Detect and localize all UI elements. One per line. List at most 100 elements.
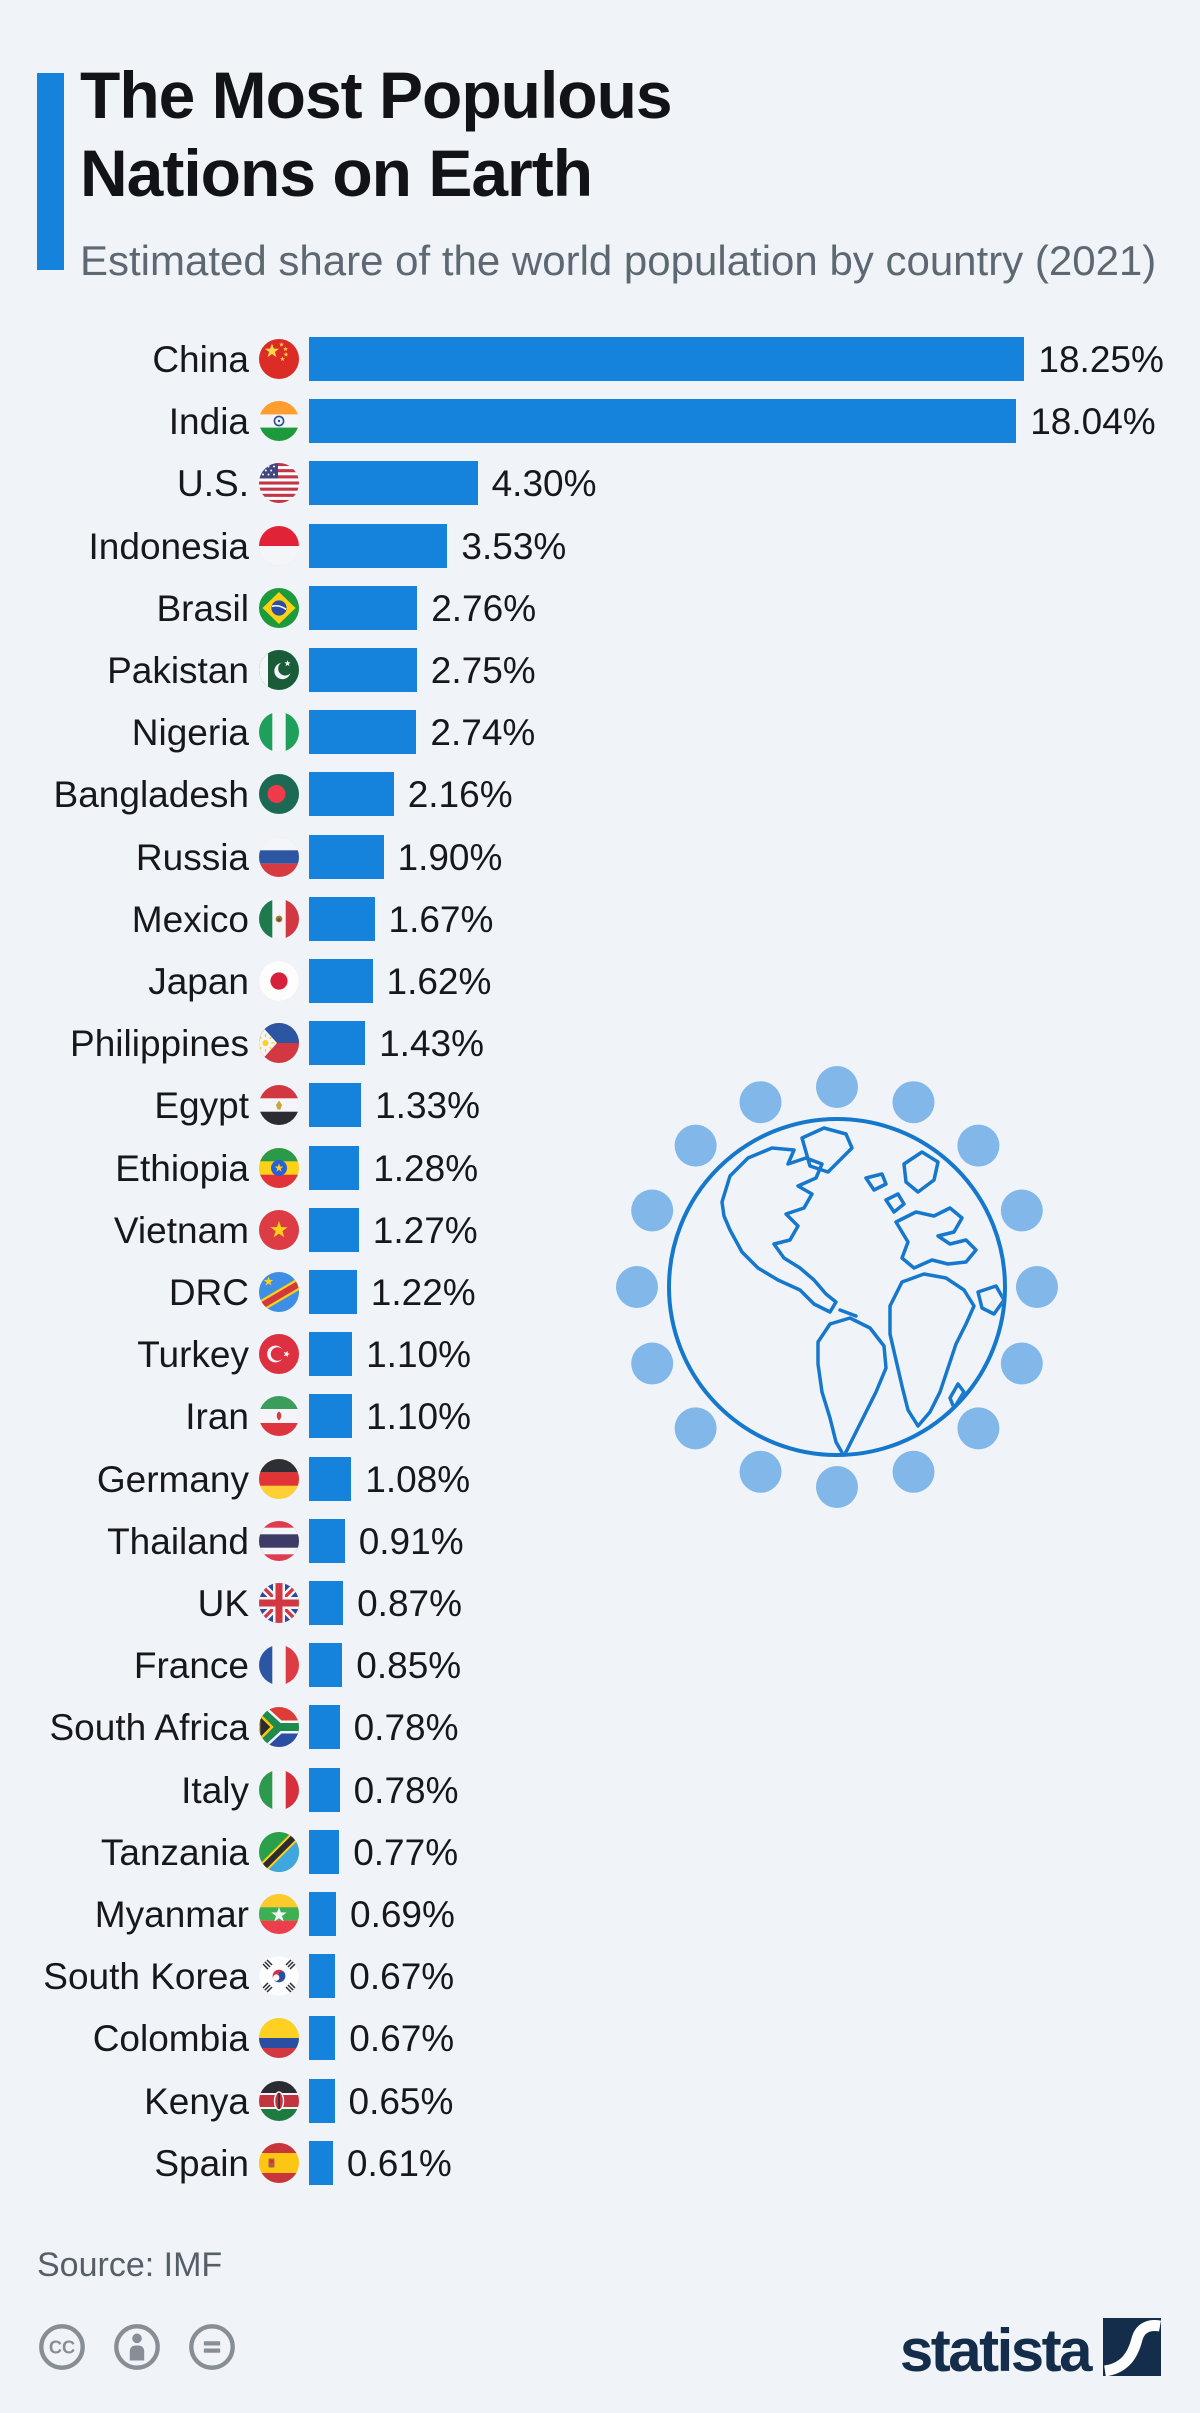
population-bar <box>309 1954 336 1999</box>
chart-row: DRC 1.22% <box>0 1270 1200 1314</box>
statista-logo-icon[interactable] <box>1103 2318 1161 2376</box>
chart-row: Tanzania 0.77% <box>0 1829 1200 1874</box>
population-bar <box>309 1705 340 1750</box>
population-bar <box>309 959 373 1003</box>
country-label: Ethiopia <box>115 1147 249 1189</box>
egypt-flag-icon <box>259 1085 299 1126</box>
country-label: Turkey <box>137 1334 249 1376</box>
population-bar <box>309 523 448 568</box>
country-label: Myanmar <box>94 1894 249 1935</box>
value-label: 18.04% <box>1030 401 1156 443</box>
value-label: 0.67% <box>349 1956 455 1998</box>
india-flag-icon <box>259 401 299 442</box>
country-label: Russia <box>135 836 249 878</box>
page-title: The Most Populous Nations on Earth <box>80 56 673 212</box>
license-icons[interactable]: CC <box>37 2322 237 2372</box>
country-label: Bangladesh <box>53 774 249 816</box>
country-label: Pakistan <box>107 650 249 691</box>
country-label: Japan <box>148 961 249 1002</box>
country-label: Iran <box>185 1396 249 1438</box>
continent-madagascar <box>948 1382 966 1410</box>
ethiopia-flag-icon <box>259 1147 299 1188</box>
population-bar <box>309 2016 336 2061</box>
country-label: Philippines <box>70 1023 249 1065</box>
continent-arabia <box>976 1284 1003 1316</box>
kenya-flag-icon <box>259 2080 299 2121</box>
country-label: Egypt <box>154 1085 249 1127</box>
equals-icon[interactable] <box>187 2322 237 2372</box>
continent-scandinavia <box>902 1150 940 1194</box>
title-line-1: The Most Populous <box>80 58 673 132</box>
people-dots <box>616 1066 1058 1508</box>
person-dot-icon <box>816 1066 858 1108</box>
person-dot-icon <box>1016 1266 1058 1308</box>
person-dot-icon <box>616 1266 658 1308</box>
country-label: Vietnam <box>113 1209 249 1251</box>
chart-row: Turkey 1.10% <box>0 1332 1200 1377</box>
person-dot-icon <box>1000 1189 1043 1232</box>
mexico-flag-icon <box>259 898 299 939</box>
france-flag-icon <box>259 1645 299 1686</box>
population-bar <box>309 1643 343 1688</box>
colombia-flag-icon <box>259 2018 299 2059</box>
south-africa-flag-icon <box>259 1707 299 1748</box>
chart-row: Mexico 1.67% <box>0 896 1200 941</box>
chart-row: South Africa 0.78% <box>0 1705 1200 1750</box>
creative-commons-icon[interactable]: CC <box>37 2322 87 2372</box>
globe-with-people-dots-icon <box>616 1066 1058 1508</box>
chart-row: UK 0.87% <box>0 1581 1200 1625</box>
population-bar <box>309 710 417 755</box>
person-dot-icon <box>1000 1342 1043 1385</box>
population-bar <box>309 772 394 817</box>
country-label: China <box>152 339 249 380</box>
pakistan-flag-icon <box>259 650 299 690</box>
chart-row: Japan 1.62% <box>0 959 1200 1003</box>
population-bar <box>309 1207 359 1252</box>
attribution-icon[interactable] <box>112 2322 162 2372</box>
person-dot-icon <box>892 1450 935 1493</box>
chart-row: Iran 1.10% <box>0 1394 1200 1439</box>
continent-iceland <box>864 1172 888 1192</box>
vietnam-flag-icon <box>259 1209 299 1250</box>
value-label: 0.65% <box>348 2080 454 2122</box>
chart-row: Colombia 0.67% <box>0 2016 1200 2061</box>
statista-wordmark[interactable]: statista <box>899 2317 1093 2384</box>
chart-row: India 18.04% <box>0 399 1200 444</box>
south-korea-flag-icon <box>259 1956 299 1997</box>
chart-row: South Korea 0.67% <box>0 1954 1200 1999</box>
person-dot-icon <box>957 1407 1000 1450</box>
population-bar <box>309 1083 362 1128</box>
person-dot-icon <box>816 1466 858 1508</box>
china-flag-icon <box>259 339 299 379</box>
globe-circle <box>667 1117 1007 1457</box>
population-bar <box>309 648 417 692</box>
value-label: 1.28% <box>373 1147 479 1189</box>
russia-flag-icon <box>259 836 299 877</box>
chart-row: Italy 0.78% <box>0 1767 1200 1812</box>
source-note: Source: IMF <box>37 2246 223 2284</box>
value-label: 0.78% <box>353 1769 459 1811</box>
population-bar <box>309 1456 352 1501</box>
population-bar <box>309 1518 345 1563</box>
continent-africa <box>888 1272 976 1428</box>
country-label: India <box>168 401 249 443</box>
value-label: 1.90% <box>397 836 503 878</box>
continent-greenland <box>800 1126 854 1174</box>
brazil-flag-icon <box>259 587 299 628</box>
chart-row: Bangladesh 2.16% <box>0 772 1200 817</box>
value-label: 2.75% <box>430 650 536 691</box>
value-label: 0.85% <box>356 1645 462 1687</box>
germany-flag-icon <box>259 1458 299 1499</box>
value-label: 3.53% <box>461 525 567 567</box>
myanmar-flag-icon <box>259 1894 299 1934</box>
value-label: 18.25% <box>1038 339 1164 380</box>
country-label: Nigeria <box>131 712 249 754</box>
country-label: Italy <box>181 1769 249 1811</box>
country-label: South Africa <box>49 1707 249 1749</box>
person-dot-icon <box>674 1407 717 1450</box>
continent-caribbean <box>838 1308 858 1318</box>
value-label: 2.76% <box>431 587 537 629</box>
chart-row: China 18.25% <box>0 337 1200 381</box>
continent-europe <box>894 1206 978 1270</box>
